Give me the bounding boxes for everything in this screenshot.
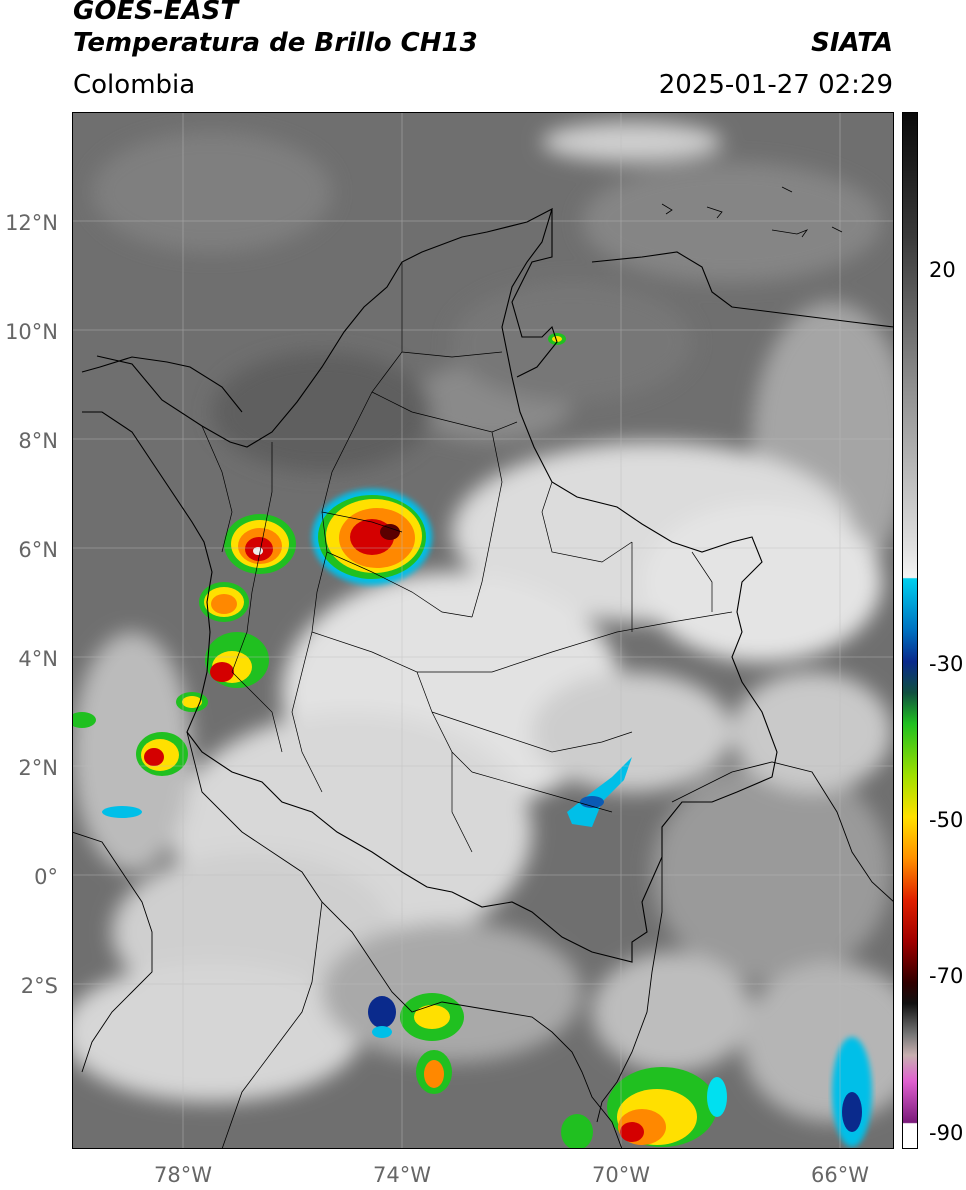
lon-tick-78w: 78°W	[154, 1163, 212, 1187]
venezuela-coast	[511, 209, 558, 378]
agency-label: SIATA	[811, 28, 893, 58]
region-label: Colombia	[73, 70, 196, 100]
peru-inner	[221, 901, 323, 1149]
lat-tick-10n: 10°N	[5, 320, 58, 344]
aruba-curacao	[661, 186, 843, 238]
brazil-border	[596, 761, 894, 1123]
colorbar-tick-minus90: -90	[929, 1121, 964, 1145]
colorbar-tick-minus30: -30	[929, 652, 964, 676]
storm-cell-guajira	[548, 333, 566, 345]
caribbean-coast	[81, 356, 243, 413]
datetime-label: 2025-01-27 02:29	[658, 70, 893, 100]
colorbar-tick-minus70: -70	[929, 964, 964, 988]
storm-cell-narino	[72, 712, 188, 818]
storm-cells-cyan-east	[567, 757, 632, 827]
colorbar-tick-minus50: -50	[929, 808, 964, 832]
lat-tick-4n: 4°N	[18, 647, 58, 671]
storm-cell-choco-mid	[199, 582, 249, 622]
storm-cell-north-central	[312, 489, 432, 585]
product-title: Temperatura de Brillo CH13	[73, 28, 478, 58]
lon-tick-70w: 70°W	[592, 1163, 650, 1187]
ecuador-coast	[72, 831, 153, 1073]
colombia-outline	[82, 207, 778, 963]
lon-tick-66w: 66°W	[811, 1163, 869, 1187]
venezuela-north-coast	[591, 251, 894, 328]
colorbar-ramp	[902, 112, 918, 1149]
colorbar	[902, 112, 918, 1149]
colorbar-tick-20: 20	[929, 258, 956, 282]
lat-tick-8n: 8°N	[18, 429, 58, 453]
storm-cells-south	[368, 993, 872, 1149]
lat-tick-0: 0°	[34, 865, 58, 889]
boundaries	[72, 186, 894, 1149]
map-frame	[72, 112, 894, 1149]
satellite-map	[72, 112, 894, 1149]
lon-tick-74w: 74°W	[373, 1163, 431, 1187]
lat-tick-2n: 2°N	[18, 756, 58, 780]
graticule	[72, 112, 894, 1149]
ecuador-peru-border	[186, 731, 623, 1149]
satellite-title: GOES-EAST	[73, 0, 239, 26]
storm-cell-choco-north	[224, 514, 296, 574]
lat-tick-6n: 6°N	[18, 538, 58, 562]
internal-borders	[201, 262, 733, 853]
cloud-fields	[72, 122, 894, 1122]
lat-tick-2s: 2°S	[20, 974, 58, 998]
storm-cell-choco-south	[176, 632, 269, 712]
lat-tick-12n: 12°N	[5, 211, 58, 235]
